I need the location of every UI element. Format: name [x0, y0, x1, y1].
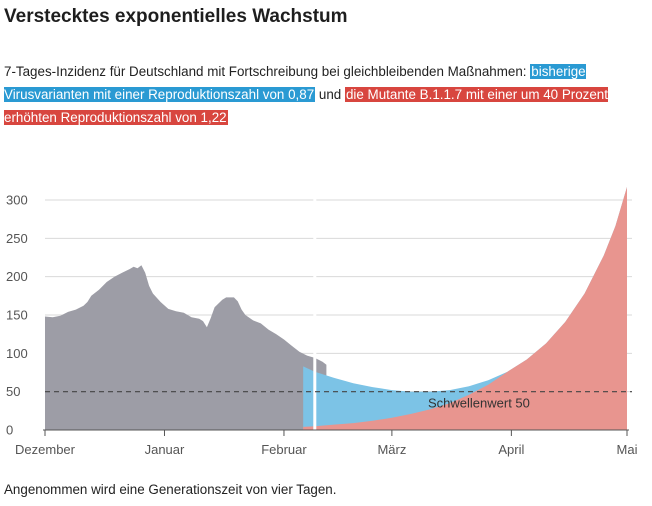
y-tick-label: 200 [6, 269, 28, 284]
y-tick-label: 300 [6, 193, 28, 208]
axis-layer: 0 50 100 150 200 250 300 Dezember Januar Februar M… [6, 193, 638, 458]
y-tick-label: 100 [6, 346, 28, 361]
x-tick-label: Februar [261, 442, 307, 457]
subtitle-and: und [318, 87, 342, 102]
y-tick-label: 0 [6, 423, 13, 438]
subtitle-lead: 7-Tages-Inzidenz für Deutschland mit For… [4, 64, 527, 79]
footnote: Angenommen wird eine Generationszeit von… [4, 482, 337, 497]
history-projection-gap [313, 184, 317, 431]
y-tick-label: 150 [6, 308, 28, 323]
threshold-layer: Schwellenwert 50 [45, 391, 632, 411]
x-tick-label: März [377, 442, 406, 457]
incidence-chart: Schwellenwert 50 0 50 100 150 200 250 300 Dezem… [6, 184, 638, 458]
y-tick-label: 50 [6, 384, 20, 399]
chart-title: Verstecktes exponentielles Wachstum [4, 6, 348, 27]
history-area [45, 265, 327, 430]
x-tick-label: Dezember [15, 442, 76, 457]
chart-subtitle: 7-Tages-Inzidenz für Deutschland mit For… [4, 60, 644, 129]
area-layer [45, 184, 627, 431]
x-tick-label: Mai [617, 442, 638, 457]
x-tick-label: April [498, 442, 524, 457]
mutant-area [303, 187, 627, 430]
threshold-label: Schwellenwert 50 [428, 396, 530, 411]
y-tick-label: 250 [6, 231, 28, 246]
x-tick-label: Januar [145, 442, 185, 457]
